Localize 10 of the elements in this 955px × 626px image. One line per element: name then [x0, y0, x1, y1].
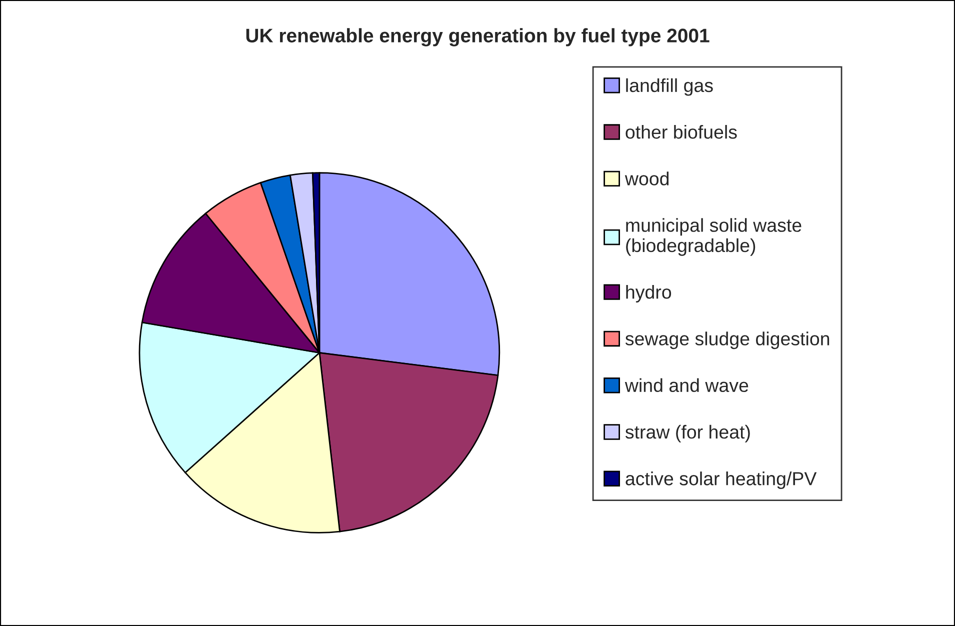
legend-label: municipal solid waste (biodegradable)	[626, 218, 802, 256]
chart-title: UK renewable energy generation by fuel type 2001	[246, 28, 710, 46]
legend-label: hydro	[626, 284, 672, 302]
legend-label: sewage sludge digestion	[625, 332, 830, 350]
legend-label: other biofuels	[626, 124, 737, 139]
legend-label: landfill gas	[626, 78, 713, 96]
legend-label: active solar heating/PV	[626, 472, 817, 490]
legend-label: straw (for heat)	[625, 424, 750, 442]
legend-label: wind and wave	[624, 378, 748, 392]
legend-label: wood	[624, 172, 669, 186]
